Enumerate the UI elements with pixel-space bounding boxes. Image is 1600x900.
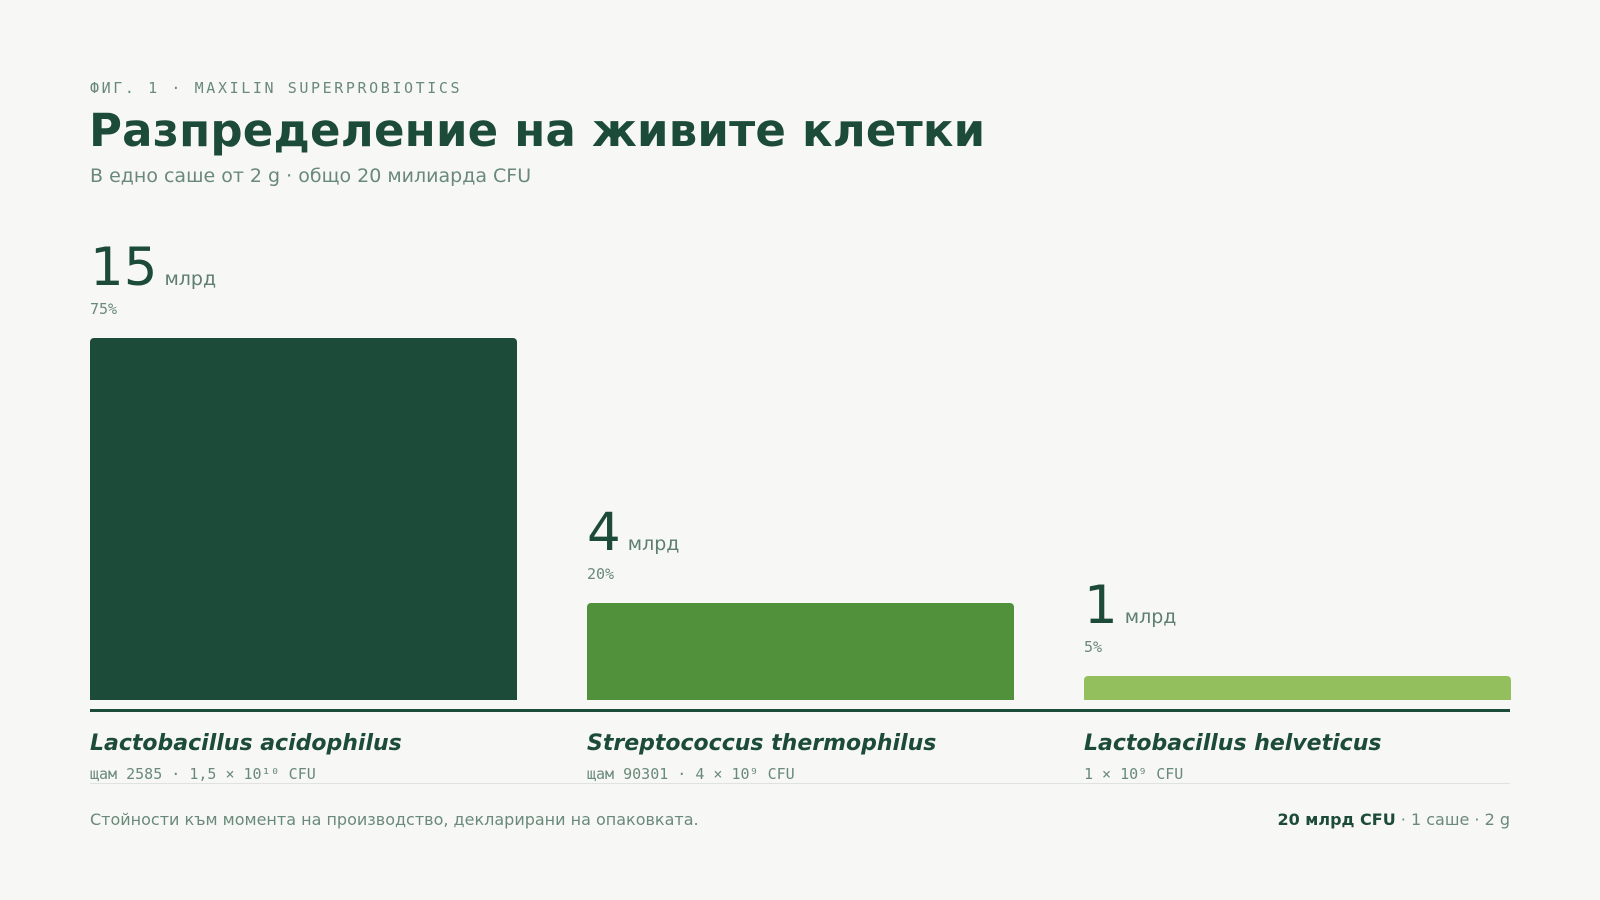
figure-eyebrow: ФИГ. 1 · MAXILIN SUPERPROBIOTICS [90, 79, 463, 97]
value-unit: млрд [627, 533, 680, 555]
bar-lactobacillus-acidophilus [90, 338, 517, 700]
value-label-lactobacillus-helveticus: 1 млрд 5% [1084, 575, 1177, 657]
value-label-lactobacillus-acidophilus: 15 млрд 75% [90, 237, 217, 319]
total-cfu: 20 млрд CFU [1277, 810, 1396, 829]
category-label-lactobacillus-helveticus: Lactobacillus helveticus [1084, 731, 1382, 756]
percent-label: 75% [90, 300, 118, 318]
percent-label: 5% [1084, 638, 1103, 656]
category-label-streptococcus-thermophilus: Streptococcus thermophilus [587, 731, 937, 756]
category-detail-streptococcus-thermophilus: щам 90301 · 4 × 10⁹ CFU [587, 765, 795, 783]
total-details: · 1 саше · 2 g [1395, 810, 1510, 829]
value-unit: млрд [164, 268, 217, 290]
category-detail-lactobacillus-helveticus: 1 × 10⁹ CFU [1084, 765, 1184, 783]
value-label-streptococcus-thermophilus: 4 млрд 20% [587, 502, 680, 584]
category-detail-lactobacillus-acidophilus: щам 2585 · 1,5 × 10¹⁰ CFU [90, 765, 316, 783]
chart-subtitle: В едно саше от 2 g · общо 20 милиарда CF… [90, 165, 532, 187]
bar-lactobacillus-helveticus [1084, 676, 1511, 700]
footnote: Стойности към момента на производство, д… [90, 810, 699, 829]
bar-streptococcus-thermophilus [587, 603, 1014, 700]
chart-baseline [90, 709, 1510, 712]
value-number: 4 [587, 502, 621, 563]
chart-title: Разпределение на живите клетки [89, 104, 986, 157]
value-number: 15 [90, 237, 158, 298]
value-number: 1 [1084, 575, 1118, 636]
percent-label: 20% [587, 565, 615, 583]
category-label-lactobacillus-acidophilus: Lactobacillus acidophilus [90, 731, 402, 756]
value-unit: млрд [1124, 606, 1177, 628]
total-summary: 20 млрд CFU · 1 саше · 2 g [1277, 810, 1510, 829]
legend-divider [90, 783, 1510, 784]
